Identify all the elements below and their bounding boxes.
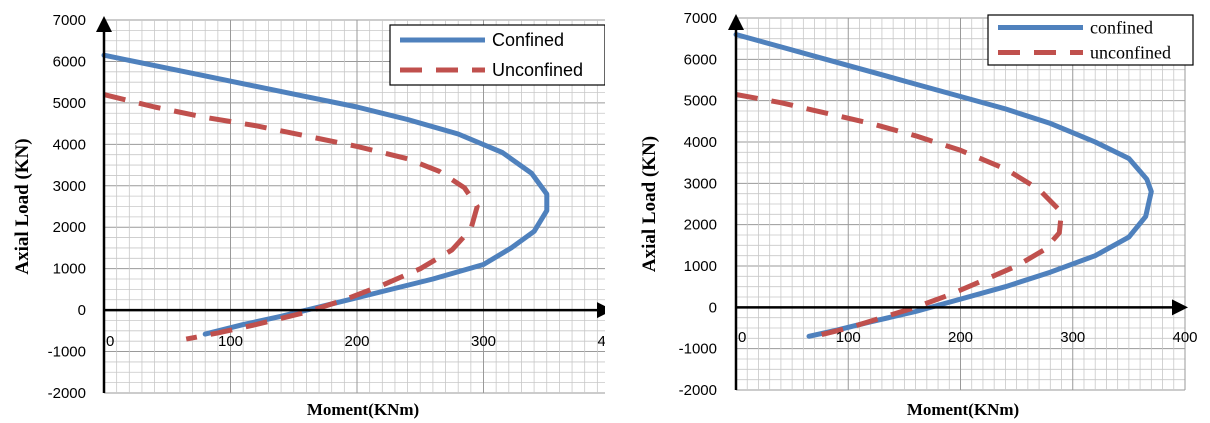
legend-box <box>389 24 605 86</box>
y-tick-label: 7000 <box>684 10 717 27</box>
x-tick-label: 400 <box>597 333 605 350</box>
x-tick-label: 0 <box>738 329 746 346</box>
y-tick-label: 0 <box>78 302 86 319</box>
x-tick-label: 200 <box>344 333 369 350</box>
y-tick-label: 5000 <box>684 93 717 110</box>
x-tick-label: 0 <box>106 333 114 350</box>
y-tick-label: 3000 <box>684 175 717 192</box>
y-tick-label: 4000 <box>53 136 86 153</box>
x-tick-label: 100 <box>836 329 861 346</box>
y-axis-title: Axial Load (KN) <box>12 138 33 274</box>
y-tick-label: 0 <box>709 299 717 316</box>
legend-label-unconfined: unconfined <box>1090 43 1171 63</box>
y-tick-label: 3000 <box>53 178 86 195</box>
x-tick-label: 400 <box>1172 329 1197 346</box>
y-tick-label: 6000 <box>53 53 86 70</box>
y-axis-arrow-icon <box>728 14 744 30</box>
y-axis-arrow-icon <box>96 16 112 32</box>
x-tick-label: 300 <box>471 333 496 350</box>
legend: Confined Unconfined <box>389 24 605 86</box>
legend-label-confined: Confined <box>492 30 564 50</box>
x-axis-title: Moment(KNm) <box>907 400 1019 419</box>
y-tick-label: 4000 <box>684 134 717 151</box>
x-axis-title: Moment(KNm) <box>307 400 419 419</box>
series-line-unconfined <box>103 92 480 342</box>
x-axis-arrow-icon <box>597 302 605 319</box>
legend: confined unconfined <box>987 14 1194 66</box>
x-tick-label: 300 <box>1060 329 1085 346</box>
legend-label-confined: confined <box>1090 18 1153 38</box>
x-tick-label: 100 <box>218 333 243 350</box>
y-tick-label: -2000 <box>679 382 717 399</box>
series-line-confined <box>101 52 550 337</box>
y-tick-label: 7000 <box>53 12 86 29</box>
y-tick-label: -1000 <box>679 341 717 358</box>
y-tick-label: 2000 <box>53 219 86 236</box>
legend-label-unconfined: Unconfined <box>492 60 583 80</box>
y-axis-title: Axial Load (KN) <box>639 136 660 272</box>
x-tick-label: 200 <box>948 329 973 346</box>
y-tick-label: 1000 <box>684 258 717 275</box>
chart-confined-vs-unconfined-right: 0 100 200 300 400 -2000 -1000 0 1000 2000 3000 4000… <box>639 10 1198 419</box>
y-tick-label: -2000 <box>48 385 86 402</box>
chart-confined-vs-unconfined-left: 0 100 200 300 400 -2000 -1000 0 1000 2000 3000 4000… <box>12 12 605 419</box>
y-tick-label: 6000 <box>684 51 717 68</box>
y-tick-label: -1000 <box>48 344 86 361</box>
series-line-confined <box>733 32 1154 339</box>
y-tick-label: 1000 <box>53 261 86 278</box>
x-axis-arrow-icon <box>1172 299 1188 316</box>
y-tick-label: 5000 <box>53 95 86 112</box>
y-tick-label: 2000 <box>684 217 717 234</box>
series-line-unconfined <box>735 92 1064 339</box>
legend-box <box>987 14 1194 66</box>
